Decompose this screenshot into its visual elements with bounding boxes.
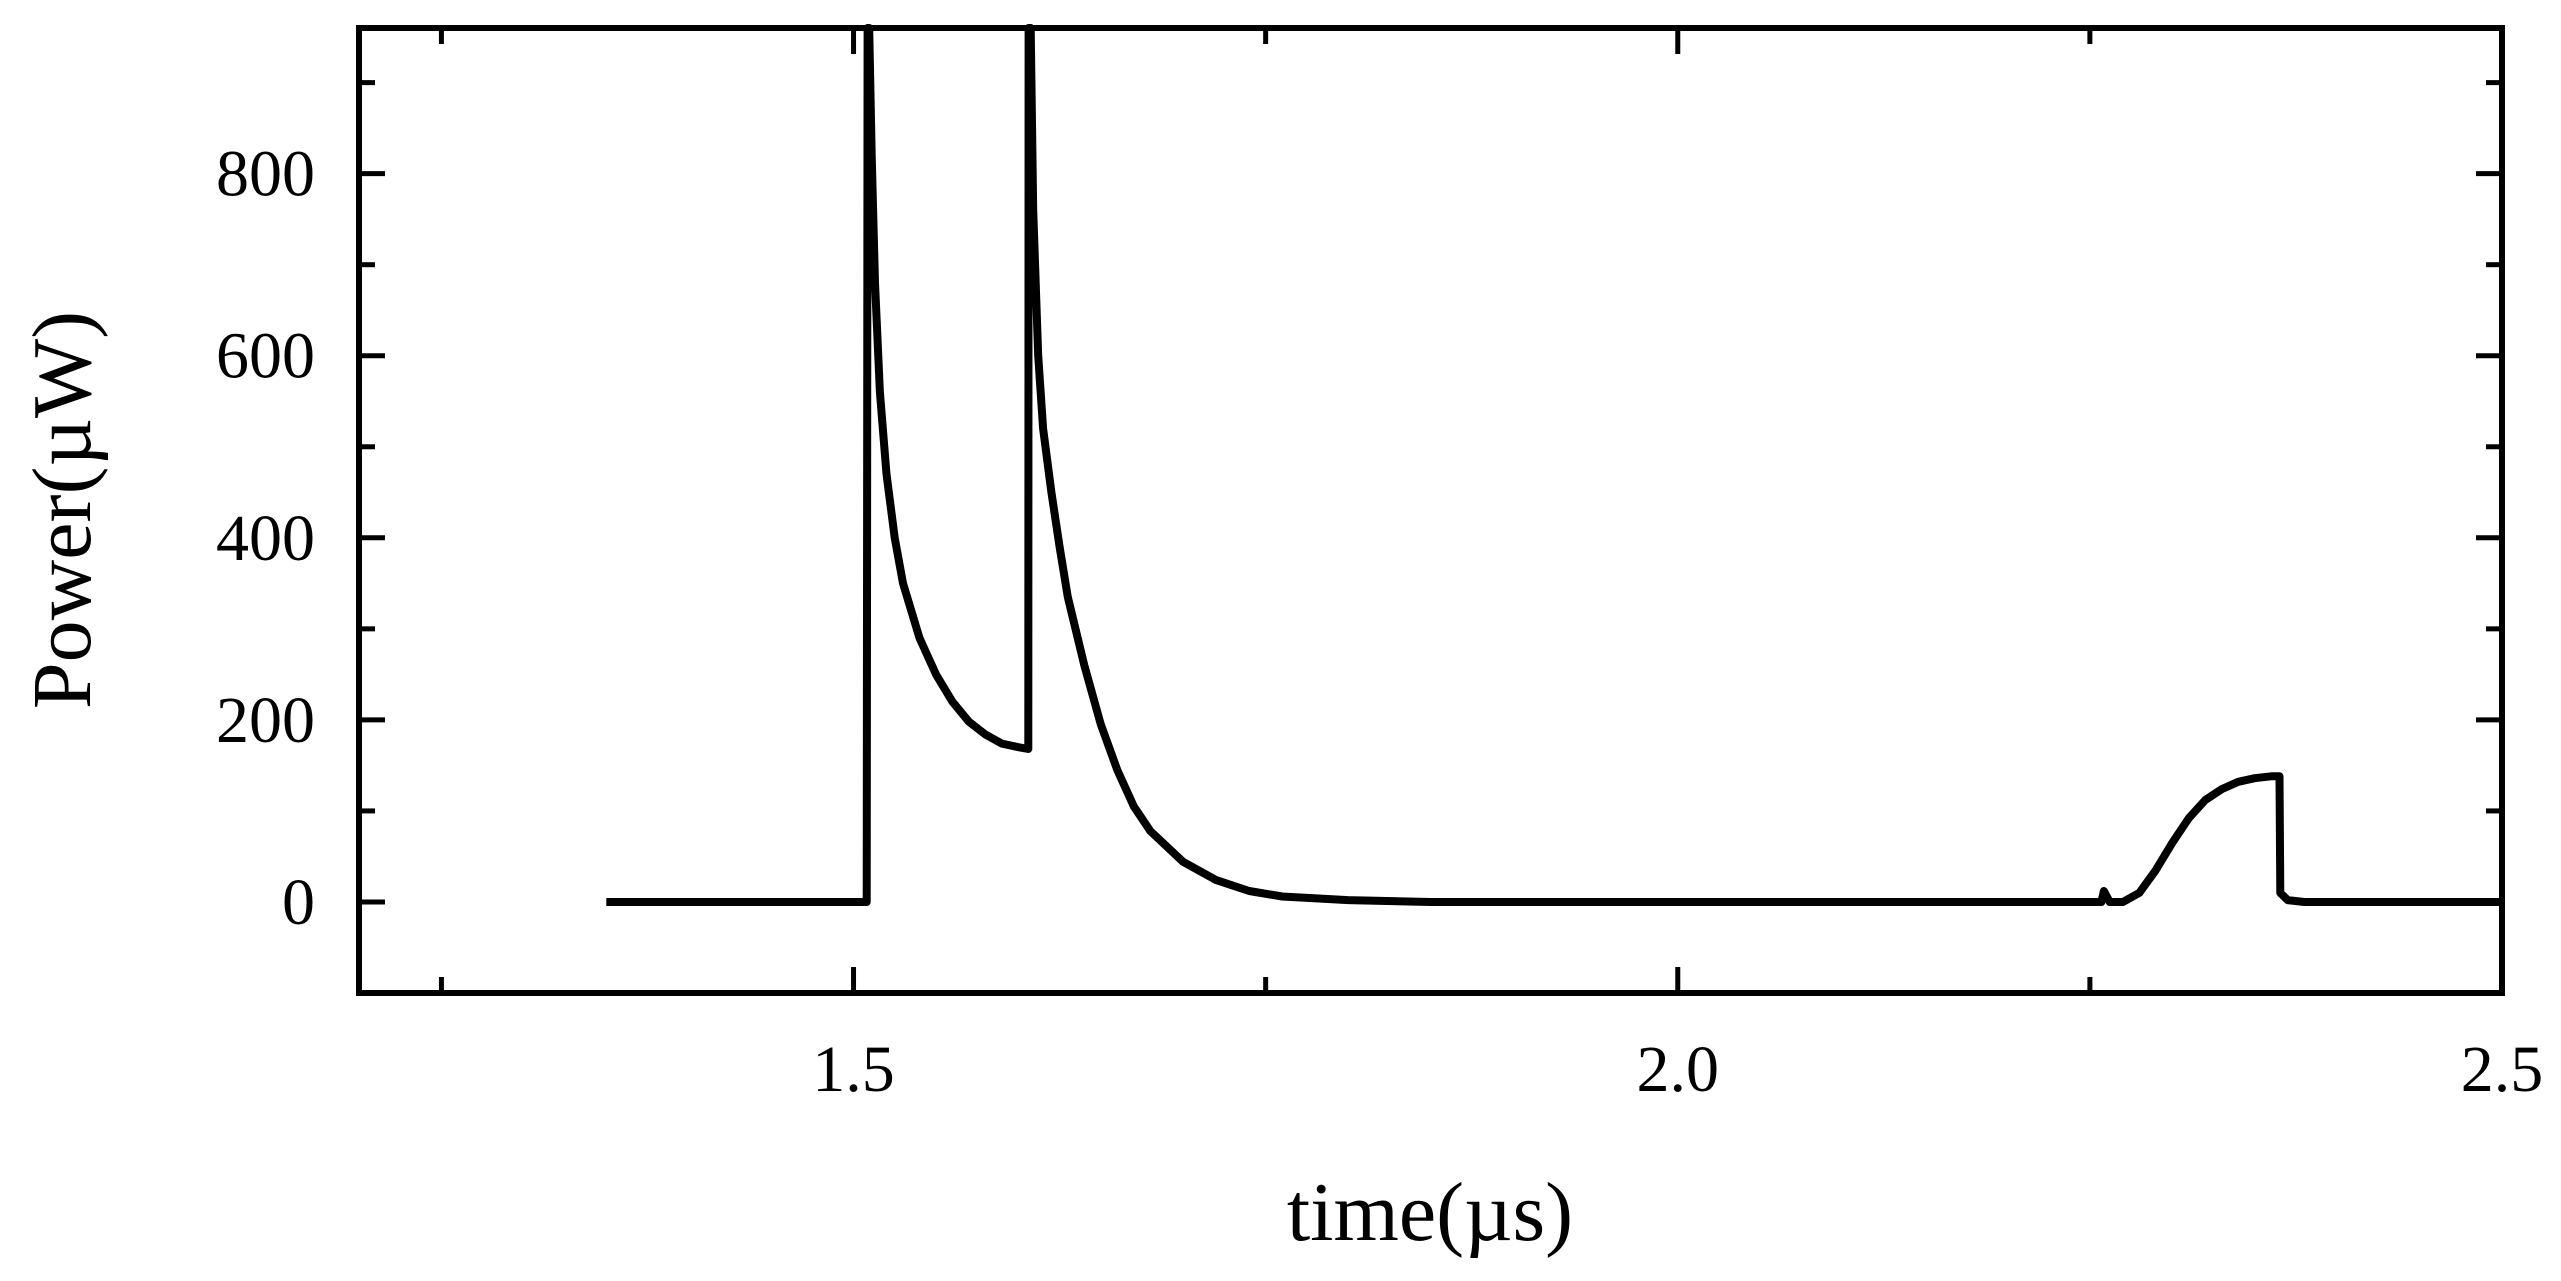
plot-area: [359, 28, 2502, 993]
series-line-power: [606, 24, 2502, 906]
axis-tick-labels: 1.5 2.0 2.5 0 200 400 600 800: [216, 138, 2543, 1106]
y-tick-label: 0: [282, 866, 315, 939]
y-tick-label: 200: [216, 684, 315, 757]
y-tick-label: 400: [216, 502, 315, 575]
x-axis-label: time(µs): [1287, 1166, 1573, 1259]
x-tick-label: 1.5: [812, 1033, 895, 1106]
x-tick-label: 2.5: [2461, 1033, 2544, 1106]
plot-frame: [356, 25, 2505, 996]
x-tick-label: 2.0: [1637, 1033, 1720, 1106]
y-tick-label: 800: [216, 138, 315, 211]
y-tick-label: 600: [216, 320, 315, 393]
y-axis-label: Power(µW): [16, 311, 109, 709]
